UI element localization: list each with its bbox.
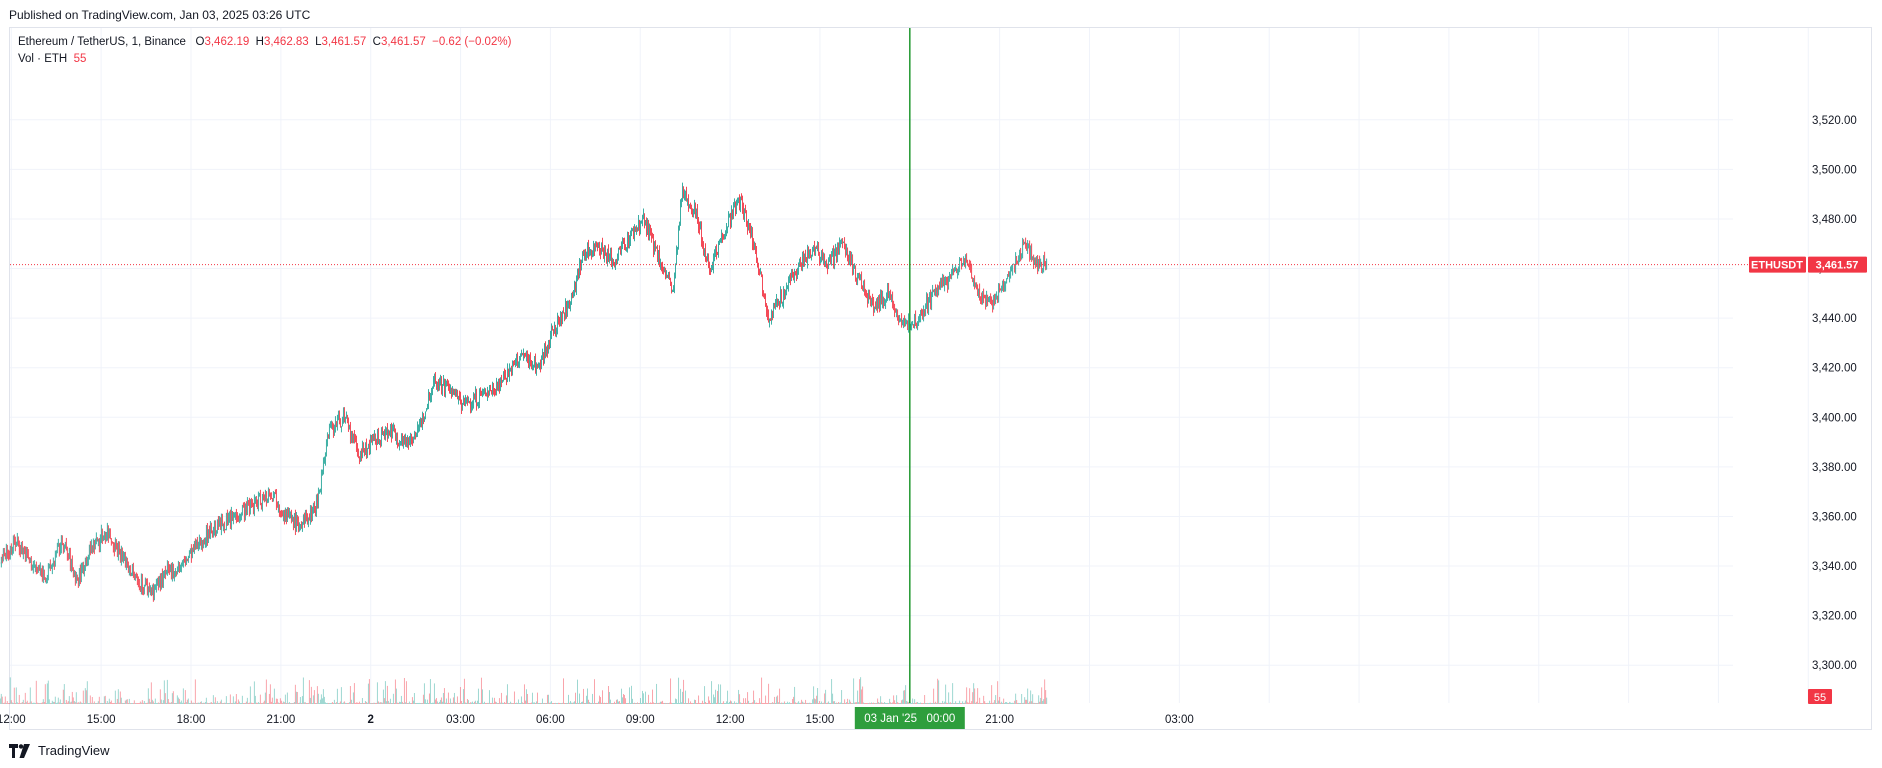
published-caption: Published on TradingView.com, Jan 03, 20…	[9, 8, 311, 22]
low-value: 3,461.57	[321, 36, 367, 48]
price-axis-label: 3,480.00	[1812, 214, 1857, 226]
volume-bars	[0, 677, 1048, 704]
time-axis-label: 2	[367, 714, 373, 726]
time-axis-label: 03:00	[446, 714, 475, 726]
time-axis-label: 12:00	[716, 714, 745, 726]
price-axis-label: 3,520.00	[1812, 115, 1857, 127]
time-axis-label: 21:00	[985, 714, 1014, 726]
time-axis-label: 21:00	[266, 714, 295, 726]
time-axis-label: 09:00	[626, 714, 655, 726]
price-axis-label: 3,360.00	[1812, 511, 1857, 523]
volume-legend-row: Vol · ETH 55	[18, 51, 511, 68]
price-axis-label: 3,500.00	[1812, 164, 1857, 176]
time-axis-label: 18:00	[177, 714, 206, 726]
chart-frame	[9, 27, 1872, 730]
time-axis-label: 12:00	[0, 714, 26, 726]
close-value: 3,461.57	[380, 36, 426, 48]
time-axis: 21:00202503:0006:0009:0012:0015:0018:002…	[0, 714, 1194, 726]
time-axis-label: 03:00	[1165, 714, 1194, 726]
symbol-tag-bg	[1749, 256, 1806, 273]
price-axis: 3,300.00 3,320.00 3,340.00 3,360.00 3,380.00…	[1812, 115, 1857, 672]
brand-name: TradingView	[38, 743, 110, 758]
grid	[10, 28, 1809, 703]
low-label: L	[315, 36, 322, 48]
price-axis-label: 3,400.00	[1812, 412, 1857, 424]
volume-label[interactable]: Vol · ETH	[18, 53, 68, 65]
time-axis-label: 15:00	[806, 714, 835, 726]
open-label: O	[195, 36, 205, 48]
price-axis-label: 3,340.00	[1812, 561, 1857, 573]
open-value: 3,462.19	[204, 36, 250, 48]
last-price-tag-bg	[1808, 256, 1867, 273]
crosshair-time-tag-bg	[854, 707, 965, 729]
price-axis-label: 3,440.00	[1812, 313, 1857, 325]
crosshair-time-tag: 03 Jan '25 00:00	[864, 713, 955, 725]
price-axis-label: 3,300.00	[1812, 660, 1857, 672]
ohlc-legend-row: Ethereum / TetherUS, 1, Binance O3,462.1…	[18, 34, 511, 51]
tradingview-brand: TradingView	[9, 743, 110, 758]
volume-tag-bg	[1808, 689, 1832, 704]
high-label: H	[255, 36, 264, 48]
last-price-tag: 3,461.57	[1816, 260, 1859, 272]
high-value: 3,462.83	[263, 36, 309, 48]
tradingview-logo-icon	[9, 743, 30, 758]
symbol-tag: ETHUSDT	[1751, 260, 1803, 272]
time-axis-label: 06:00	[536, 714, 565, 726]
symbol-title[interactable]: Ethereum / TetherUS, 1, Binance	[18, 36, 186, 48]
candles	[0, 182, 1048, 602]
price-axis-label: 3,320.00	[1812, 611, 1857, 623]
change-value: −0.62 (−0.02%)	[432, 36, 512, 48]
volume-value: 55	[73, 53, 87, 65]
price-axis-label: 3,420.00	[1812, 363, 1857, 375]
time-axis-label: 15:00	[87, 714, 116, 726]
price-axis-label: 3,380.00	[1812, 462, 1857, 474]
chart-legend: Ethereum / TetherUS, 1, Binance O3,462.1…	[18, 34, 511, 68]
close-label: C	[372, 36, 381, 48]
volume-tag: 55	[1814, 692, 1826, 704]
